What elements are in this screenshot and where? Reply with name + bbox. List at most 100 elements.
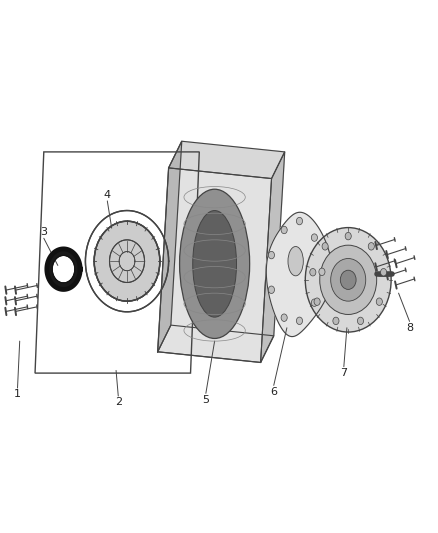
Circle shape <box>311 234 318 241</box>
Polygon shape <box>74 273 79 277</box>
Polygon shape <box>47 266 52 268</box>
Polygon shape <box>158 141 182 352</box>
Polygon shape <box>70 252 73 258</box>
Polygon shape <box>74 272 80 274</box>
Polygon shape <box>70 280 74 286</box>
Polygon shape <box>75 265 80 268</box>
Text: 5: 5 <box>202 395 209 405</box>
Text: 3: 3 <box>40 227 47 237</box>
Polygon shape <box>47 267 52 269</box>
Circle shape <box>333 317 339 325</box>
Ellipse shape <box>180 189 250 338</box>
Polygon shape <box>57 250 60 256</box>
Ellipse shape <box>288 246 304 276</box>
Polygon shape <box>71 254 76 260</box>
Polygon shape <box>74 273 80 276</box>
Polygon shape <box>52 279 56 285</box>
Circle shape <box>381 269 387 276</box>
Polygon shape <box>50 257 55 261</box>
Circle shape <box>94 221 160 301</box>
Polygon shape <box>74 264 80 266</box>
Polygon shape <box>47 265 53 267</box>
Circle shape <box>331 259 366 301</box>
Text: 2: 2 <box>115 398 122 407</box>
Circle shape <box>345 232 351 240</box>
Polygon shape <box>56 281 59 288</box>
Polygon shape <box>54 281 58 287</box>
Polygon shape <box>58 282 60 289</box>
Polygon shape <box>69 281 72 287</box>
Polygon shape <box>53 280 57 286</box>
Circle shape <box>319 268 325 276</box>
Text: 8: 8 <box>406 323 413 333</box>
Polygon shape <box>51 255 56 260</box>
Text: 7: 7 <box>340 368 347 378</box>
Polygon shape <box>62 283 64 289</box>
Polygon shape <box>266 212 332 337</box>
Polygon shape <box>73 277 78 281</box>
Circle shape <box>281 314 287 321</box>
Polygon shape <box>71 254 75 259</box>
Polygon shape <box>47 263 53 266</box>
Polygon shape <box>71 279 76 284</box>
Polygon shape <box>48 262 53 265</box>
Polygon shape <box>64 249 65 255</box>
Polygon shape <box>70 253 74 259</box>
Circle shape <box>268 286 275 294</box>
Circle shape <box>314 298 320 305</box>
Polygon shape <box>60 282 62 289</box>
Polygon shape <box>60 249 62 256</box>
Polygon shape <box>61 283 63 289</box>
Polygon shape <box>47 270 52 271</box>
Polygon shape <box>74 275 78 279</box>
Polygon shape <box>47 271 53 273</box>
Polygon shape <box>64 283 65 289</box>
Polygon shape <box>65 283 67 289</box>
Polygon shape <box>68 281 71 288</box>
Polygon shape <box>49 257 54 262</box>
Polygon shape <box>53 253 57 259</box>
Polygon shape <box>50 277 55 281</box>
Polygon shape <box>75 268 80 269</box>
Polygon shape <box>47 270 52 272</box>
Polygon shape <box>70 280 73 286</box>
Polygon shape <box>68 251 71 257</box>
Ellipse shape <box>193 211 237 317</box>
Circle shape <box>340 270 356 289</box>
Polygon shape <box>50 256 55 261</box>
Polygon shape <box>50 278 55 282</box>
Polygon shape <box>48 274 53 277</box>
Polygon shape <box>75 271 80 273</box>
Polygon shape <box>66 249 67 256</box>
Polygon shape <box>73 276 78 280</box>
Polygon shape <box>54 252 58 257</box>
Polygon shape <box>59 282 61 289</box>
Polygon shape <box>65 249 67 255</box>
Polygon shape <box>48 260 53 264</box>
Polygon shape <box>75 270 80 272</box>
Text: 1: 1 <box>14 390 21 399</box>
Polygon shape <box>67 282 70 288</box>
Polygon shape <box>66 249 68 256</box>
Circle shape <box>268 252 275 259</box>
Polygon shape <box>67 251 71 256</box>
Polygon shape <box>48 274 53 278</box>
Polygon shape <box>74 274 79 278</box>
Circle shape <box>305 228 391 332</box>
Polygon shape <box>57 282 60 288</box>
Polygon shape <box>61 249 63 255</box>
Circle shape <box>376 298 382 305</box>
Polygon shape <box>49 259 54 263</box>
Polygon shape <box>69 252 72 257</box>
Polygon shape <box>71 279 75 285</box>
Polygon shape <box>72 256 77 261</box>
Circle shape <box>281 226 287 233</box>
Polygon shape <box>49 276 54 281</box>
Polygon shape <box>74 262 79 265</box>
Polygon shape <box>53 280 57 285</box>
Polygon shape <box>74 261 79 264</box>
Polygon shape <box>59 249 61 256</box>
Polygon shape <box>51 278 56 284</box>
Polygon shape <box>66 282 67 289</box>
Polygon shape <box>62 249 64 255</box>
